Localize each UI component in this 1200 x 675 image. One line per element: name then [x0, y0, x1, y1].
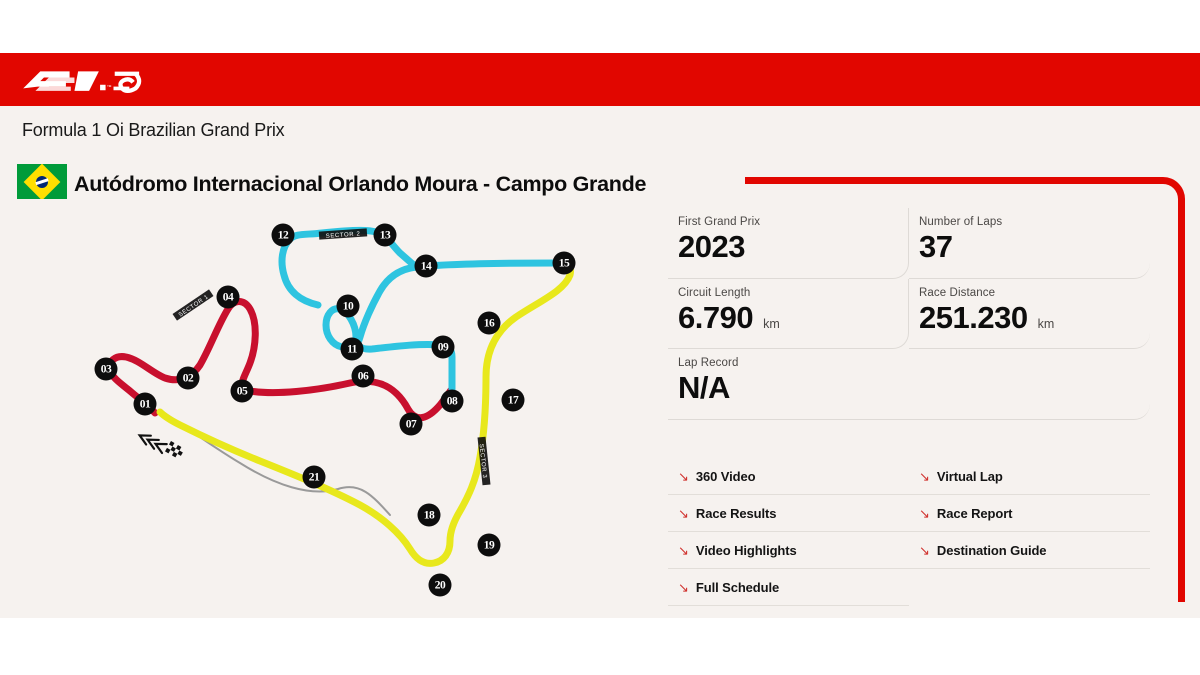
- stat-label: Circuit Length: [678, 286, 751, 299]
- link-label: Video Highlights: [695, 542, 797, 558]
- sector-2-track-lower: [322, 259, 562, 393]
- turn-marker: 19: [477, 533, 501, 557]
- stat-row: Lap Record N/A: [668, 349, 1150, 420]
- stat-row: Circuit Length 6.790 km Race Distance 25…: [668, 278, 1150, 350]
- circuit-stats: First Grand Prix 2023 Number of Laps 37 …: [668, 208, 1150, 420]
- sector-1-label: SECTOR 1: [172, 289, 214, 321]
- turn-marker: 02: [176, 366, 200, 390]
- circuit-links: ↘ 360 Video ↘ Race Results ↘ Video Highl…: [668, 458, 1150, 606]
- links-spacer: [909, 569, 1150, 606]
- links-column-right: ↘ Virtual Lap ↘ Race Report ↘ Destinatio…: [909, 458, 1150, 606]
- turn-marker: 13: [373, 223, 397, 247]
- stat-row: First Grand Prix 2023 Number of Laps 37: [668, 208, 1150, 279]
- links-column-left: ↘ 360 Video ↘ Race Results ↘ Video Highl…: [668, 458, 909, 606]
- arrow-down-right-icon: ↘: [678, 542, 689, 558]
- sector-1-track: [105, 298, 456, 422]
- turn-marker: 09: [431, 335, 455, 359]
- link-label: Full Schedule: [695, 579, 780, 595]
- link-video-highlights[interactable]: ↘ Video Highlights: [668, 532, 909, 569]
- stat-lap-record: Lap Record N/A: [668, 349, 1150, 420]
- arrow-down-right-icon: ↘: [678, 468, 689, 484]
- stat-first-grand-prix: First Grand Prix 2023: [668, 208, 909, 279]
- red-accent-frame: [745, 177, 1185, 602]
- link-label: Race Report: [936, 505, 1013, 521]
- stat-circuit-length: Circuit Length 6.790 km: [668, 278, 909, 350]
- turn-marker: 20: [428, 573, 452, 597]
- arrow-down-right-icon: ↘: [678, 505, 689, 521]
- sector-3-label: SECTOR 3: [477, 436, 491, 486]
- turn-marker: 05: [230, 379, 254, 403]
- stat-value: 251.230: [919, 299, 1028, 335]
- turn-marker: 03: [94, 357, 118, 381]
- stat-number-of-laps: Number of Laps 37: [909, 208, 1150, 279]
- svg-text:SECTOR 1: SECTOR 1: [178, 294, 210, 318]
- arrow-down-right-icon: ↘: [919, 468, 930, 484]
- turn-marker: 16: [477, 311, 501, 335]
- link-360-video[interactable]: ↘ 360 Video: [668, 458, 909, 495]
- link-race-results[interactable]: ↘ Race Results: [668, 495, 909, 532]
- turn-marker: 15: [552, 251, 576, 275]
- stat-label: Race Distance: [919, 286, 996, 299]
- stat-label: Number of Laps: [919, 216, 1003, 228]
- turn-marker: 01: [133, 392, 157, 416]
- link-label: Destination Guide: [936, 542, 1047, 558]
- arrow-down-right-icon: ↘: [919, 505, 930, 521]
- brazil-flag-icon: [17, 164, 67, 199]
- turn-marker: 08: [440, 389, 464, 413]
- arrow-down-right-icon: ↘: [919, 542, 930, 558]
- grand-prix-name: Formula 1 Oi Brazilian Grand Prix: [22, 120, 285, 140]
- circuit-map: SECTOR 1 SECTOR 2 SECTOR 3: [60, 205, 640, 605]
- link-label: Virtual Lap: [936, 468, 1003, 484]
- content-background: [0, 53, 1200, 618]
- sector-3-track: [156, 259, 574, 567]
- link-label: 360 Video: [695, 468, 756, 484]
- f1-header-band: [0, 53, 1200, 106]
- link-full-schedule[interactable]: ↘ Full Schedule: [668, 569, 909, 606]
- stat-value: 6.790: [678, 299, 754, 335]
- link-race-report[interactable]: ↘ Race Report: [909, 495, 1150, 532]
- sector-2-label: SECTOR 2: [318, 228, 368, 240]
- turn-marker: 04: [216, 285, 240, 309]
- turn-marker: 21: [302, 465, 326, 489]
- stat-value: 37: [919, 229, 953, 264]
- link-label: Race Results: [695, 505, 777, 521]
- stat-value: 2023: [678, 229, 745, 264]
- turn-marker: 10: [336, 294, 360, 318]
- f1-70-logo[interactable]: ™: [22, 64, 144, 97]
- turn-marker: 14: [414, 254, 438, 278]
- turn-marker: 12: [271, 223, 295, 247]
- turn-marker: 07: [399, 412, 423, 436]
- stat-unit: km: [763, 316, 780, 331]
- link-destination-guide[interactable]: ↘ Destination Guide: [909, 532, 1150, 569]
- stat-value: N/A: [678, 370, 730, 406]
- turn-marker: 18: [417, 503, 441, 527]
- link-virtual-lap[interactable]: ↘ Virtual Lap: [909, 458, 1150, 495]
- stat-label: Lap Record: [678, 357, 739, 370]
- stat-unit: km: [1037, 316, 1055, 331]
- arrow-down-right-icon: ↘: [678, 579, 689, 595]
- stat-label: First Grand Prix: [678, 216, 761, 228]
- start-finish-line: [165, 441, 183, 458]
- turn-marker: 06: [351, 364, 375, 388]
- stat-race-distance: Race Distance 251.230 km: [909, 279, 1150, 350]
- svg-text:SECTOR 2: SECTOR 2: [326, 231, 361, 239]
- svg-text:SECTOR 3: SECTOR 3: [478, 444, 488, 479]
- svg-text:™: ™: [107, 84, 112, 90]
- circuit-title: Autódromo Internacional Orlando Moura - …: [74, 172, 647, 196]
- turn-marker: 11: [340, 337, 364, 361]
- direction-arrows-icon: [137, 434, 168, 455]
- turn-marker: 17: [501, 388, 525, 412]
